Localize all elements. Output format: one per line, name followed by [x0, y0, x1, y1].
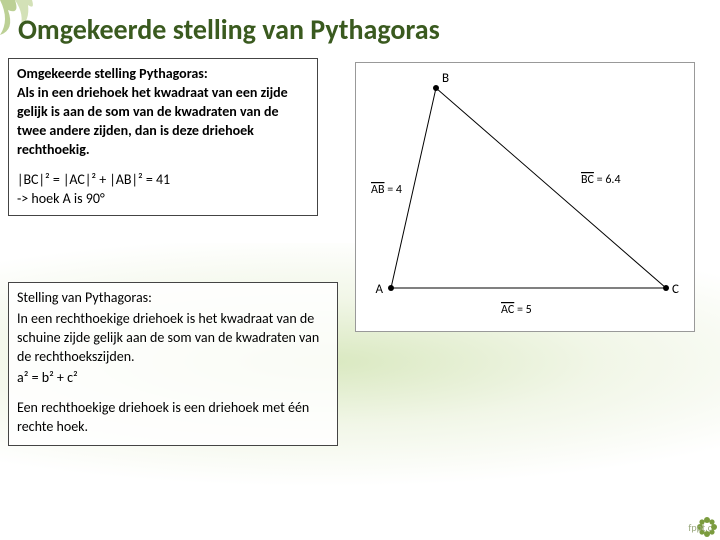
- theorem-pythagoras-box: Stelling van Pythagoras: In een rechthoe…: [8, 282, 338, 446]
- svg-text:BC = 6.4: BC = 6.4: [581, 173, 621, 187]
- svg-text:AB = 4: AB = 4: [371, 183, 402, 197]
- equation-line: |BC|² = |AC|² + |AB|² = 41: [17, 171, 309, 190]
- svg-text:A: A: [375, 282, 383, 297]
- svg-text:C: C: [672, 282, 679, 297]
- svg-text:B: B: [442, 71, 449, 86]
- triangle-figure: A B C AB = 4 BC = 6.4 AC = 5: [355, 62, 695, 332]
- theorem-converse-box: Omgekeerde stelling Pythagoras: Als in e…: [8, 58, 318, 216]
- watermark: fppt.c: [688, 521, 712, 534]
- pythagoras-body: In een rechthoekige driehoek is het kwad…: [17, 310, 329, 367]
- pythagoras-heading: Stelling van Pythagoras:: [17, 289, 329, 308]
- pythagoras-note: Een rechthoekige driehoek is een driehoe…: [17, 399, 329, 437]
- pythagoras-formula: a² = b² + c²: [17, 369, 329, 388]
- conclusion-line: -> hoek A is 90°: [17, 190, 309, 209]
- page-title: Omgekeerde stelling van Pythagoras: [18, 12, 440, 47]
- converse-body: Als in een driehoek het kwadraat van een…: [17, 84, 309, 160]
- converse-heading: Omgekeerde stelling Pythagoras:: [17, 65, 309, 84]
- svg-text:AC = 5: AC = 5: [501, 303, 532, 317]
